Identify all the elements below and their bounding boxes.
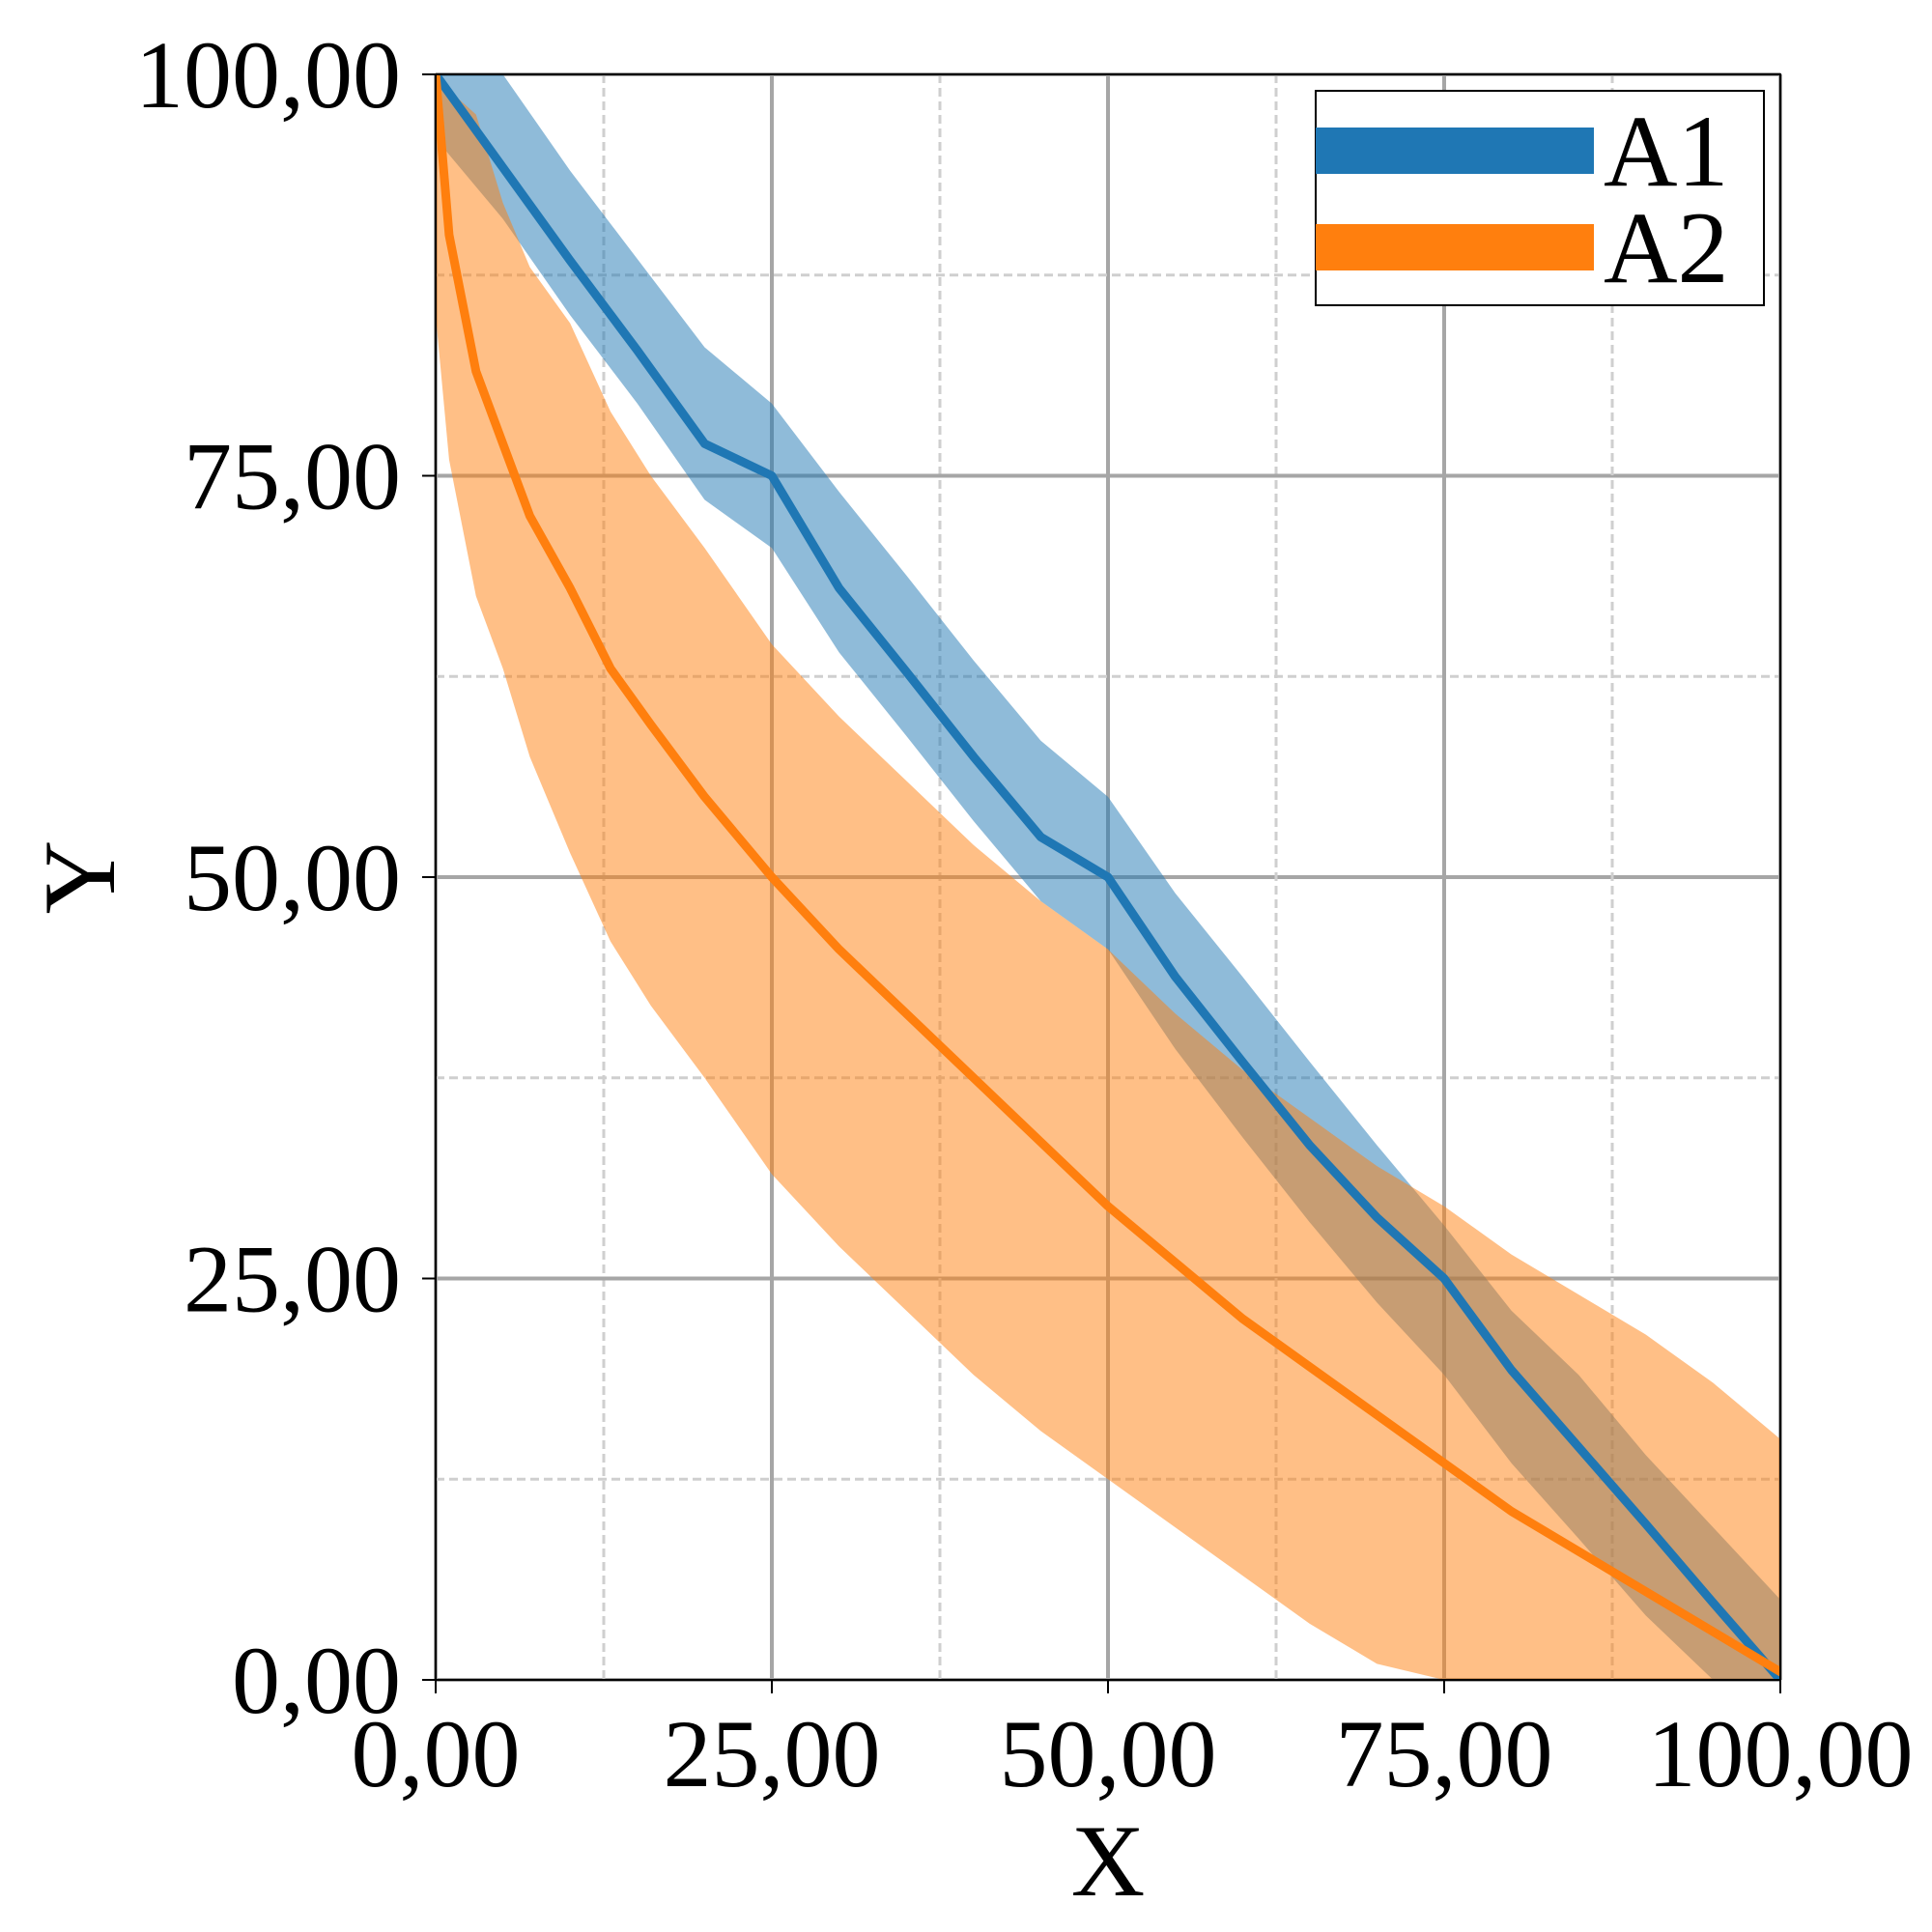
x-tick-label: 50,00 [1000,1700,1217,1807]
x-tick-label: 100,00 [1648,1700,1914,1807]
x-axis-label: X [1071,1804,1146,1918]
x-tick-label: 0,00 [352,1700,521,1807]
legend-label-a1: A1 [1604,95,1729,208]
y-tick-label: 100,00 [135,21,401,128]
axis-ticks: 0,00 25,00 50,00 75,00 100,00 0,00 25,00 50,00 7… [135,21,1914,1807]
y-axis-label: Y [23,840,136,915]
series-lines [436,74,1780,1680]
x-tick-label: 25,00 [664,1700,881,1807]
y-tick-label: 0,00 [232,1627,401,1734]
y-tick-label: 25,00 [184,1226,401,1333]
legend-label-a2: A2 [1604,191,1729,304]
series-line-a1 [436,74,1780,1680]
y-tick-label: 50,00 [184,824,401,931]
y-tick-label: 75,00 [184,423,401,530]
series-line-a2 [436,74,1780,1677]
x-tick-label: 75,00 [1336,1700,1553,1807]
